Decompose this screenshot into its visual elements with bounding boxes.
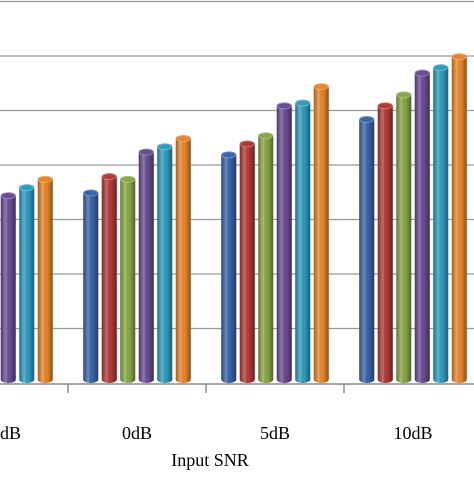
bar [120,175,136,383]
bar [138,148,154,383]
bar [414,69,430,383]
bar [19,184,35,383]
bar [83,189,99,383]
tick-labels: dB 0dB 5dB 10dB [0,423,433,443]
bar [101,173,117,383]
x-tick-label: 5dB [260,423,290,443]
bar [313,83,329,383]
bar [396,91,412,384]
bars [0,53,467,384]
bar [239,140,255,383]
bar [276,102,292,383]
bar [359,115,375,383]
bar [221,151,237,383]
bar [451,53,467,384]
x-tick-label: 10dB [393,423,432,443]
bar [37,175,53,383]
bar [157,143,173,383]
bar [295,99,311,383]
bar [0,192,16,383]
x-axis-title: Input SNR [171,450,249,470]
bar [258,132,274,383]
bar [377,102,393,383]
x-tick-label: 0dB [122,423,152,443]
gridlines [0,0,474,330]
x-axis [0,383,474,393]
bar [433,64,449,384]
bar [175,135,191,383]
x-tick-label: dB [0,423,21,443]
